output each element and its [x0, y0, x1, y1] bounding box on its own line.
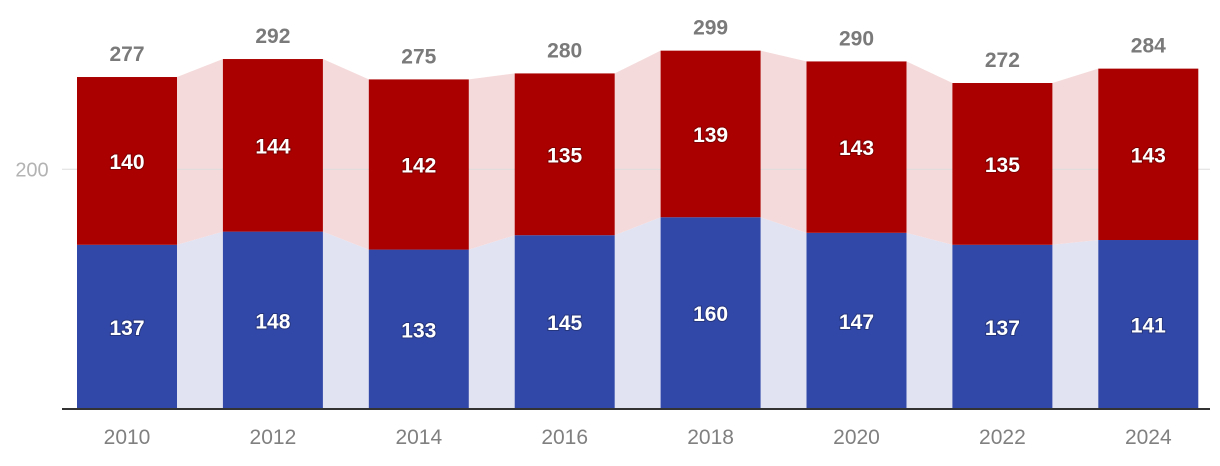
x-tick-label-2018: 2018 [687, 426, 734, 449]
value-label-lower-2024: 141 [1131, 315, 1166, 338]
value-label-lower-2018: 160 [693, 303, 728, 326]
x-tick-label-2024: 2024 [1125, 426, 1172, 449]
total-label-2014: 275 [401, 45, 436, 68]
band-2012-lower [322, 231, 369, 409]
band-2016-lower [614, 217, 661, 409]
value-label-upper-2014: 142 [401, 155, 436, 178]
value-label-upper-2022: 135 [985, 154, 1020, 177]
x-tick-label-2016: 2016 [541, 426, 588, 449]
value-label-upper-2016: 135 [547, 144, 582, 167]
x-tick-label-2022: 2022 [979, 426, 1026, 449]
band-2010-lower [177, 231, 223, 409]
bar-upper-2014 [368, 79, 469, 250]
bar-upper-2016 [514, 73, 615, 236]
x-tick-label-2020: 2020 [833, 426, 880, 449]
band-2018-lower [760, 217, 807, 409]
total-label-2020: 290 [839, 27, 874, 50]
bars [77, 50, 1199, 409]
value-label-upper-2024: 143 [1131, 144, 1166, 167]
value-label-lower-2010: 137 [109, 317, 144, 340]
value-label-upper-2010: 140 [109, 151, 144, 174]
bar-lower-2014 [368, 249, 469, 409]
band-2022-upper [1052, 68, 1099, 245]
bar-upper-2022 [952, 83, 1053, 245]
bar-lower-2020 [806, 232, 907, 409]
bar-lower-2018 [660, 217, 761, 409]
y-tick-label: 200 [15, 159, 48, 181]
total-label-2024: 284 [1131, 35, 1166, 58]
y-axis-tick-labels: 200 [15, 159, 48, 181]
x-tick-label-2010: 2010 [104, 426, 151, 449]
x-axis-tick-labels: 2010 2012 2014 2016 2018 2020 2022 2024 [104, 426, 1172, 449]
value-label-lower-2014: 133 [401, 319, 436, 342]
bar-upper-2012 [222, 59, 323, 232]
band-2018-upper [760, 50, 807, 233]
bar-lower-2024 [1098, 240, 1199, 409]
total-label-2018: 299 [693, 17, 728, 40]
bar-lower-2022 [952, 244, 1053, 409]
value-label-lower-2016: 145 [547, 312, 582, 335]
bar-upper-2020 [806, 61, 907, 233]
band-2022-lower [1052, 240, 1099, 409]
band-2014-upper [468, 73, 515, 250]
total-label-2012: 292 [255, 25, 290, 48]
bar-lower-2010 [77, 244, 177, 409]
bar-upper-2010 [77, 77, 177, 245]
band-2012-upper [322, 59, 369, 250]
total-label-2016: 280 [547, 39, 582, 62]
value-label-upper-2018: 139 [693, 124, 728, 147]
band-2016-upper [614, 50, 661, 236]
value-label-upper-2020: 143 [839, 137, 874, 160]
value-label-upper-2012: 144 [255, 135, 290, 158]
x-tick-label-2014: 2014 [395, 426, 442, 449]
connector-bands [177, 50, 1099, 409]
band-2014-lower [468, 235, 515, 409]
bar-upper-2018 [660, 50, 761, 218]
bar-lower-2012 [222, 231, 323, 409]
band-2020-lower [906, 232, 953, 409]
value-label-lower-2012: 148 [255, 310, 290, 333]
band-2020-upper [906, 61, 953, 245]
x-tick-label-2012: 2012 [250, 426, 297, 449]
data-labels: 137 140 277 148 144 292 133 142 275 145 135 280 160 1… [108, 17, 1167, 344]
value-label-lower-2020: 147 [839, 311, 874, 334]
value-label-lower-2022: 137 [985, 317, 1020, 340]
band-2010-upper [177, 59, 223, 245]
total-label-2010: 277 [109, 43, 144, 66]
bar-lower-2016 [514, 235, 615, 409]
total-label-2022: 272 [985, 49, 1020, 72]
bar-upper-2024 [1098, 68, 1199, 241]
